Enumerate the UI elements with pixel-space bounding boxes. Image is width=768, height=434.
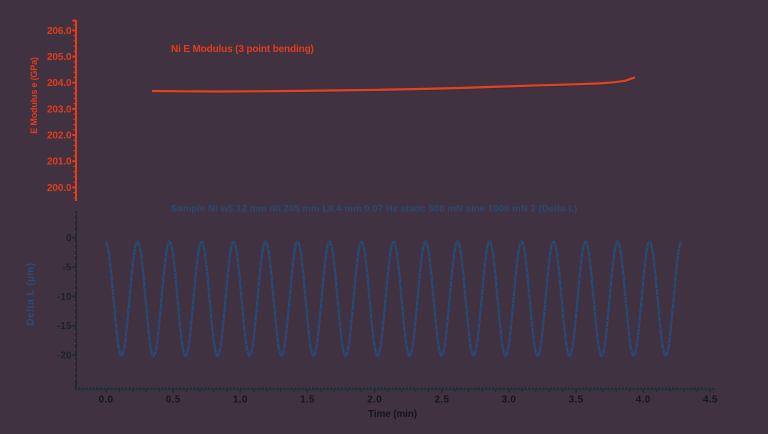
svg-text:-5: -5 (63, 263, 72, 274)
svg-text:3.5: 3.5 (569, 395, 584, 406)
svg-text:0.0: 0.0 (99, 395, 114, 406)
svg-text:4.0: 4.0 (636, 395, 651, 406)
svg-text:202.0: 202.0 (47, 130, 72, 141)
svg-text:3.0: 3.0 (501, 395, 516, 406)
svg-text:-10: -10 (57, 292, 72, 303)
svg-text:2.0: 2.0 (367, 395, 382, 406)
svg-text:205.0: 205.0 (47, 52, 72, 63)
svg-text:Sample Ni w5.12 mm d0.205 mm L: Sample Ni w5.12 mm d0.205 mm L8.4 mm 0.0… (171, 204, 577, 215)
svg-text:Time (min): Time (min) (368, 409, 417, 420)
svg-text:2.5: 2.5 (434, 395, 449, 406)
svg-text:E Modulus e (GPa): E Modulus e (GPa) (29, 57, 39, 134)
svg-text:1.5: 1.5 (300, 395, 315, 406)
svg-text:-15: -15 (57, 321, 72, 332)
svg-text:204.0: 204.0 (47, 78, 72, 89)
svg-text:203.0: 203.0 (47, 104, 72, 115)
svg-text:201.0: 201.0 (47, 157, 72, 168)
svg-text:Delta L (µm): Delta L (µm) (26, 262, 37, 325)
svg-text:200.0: 200.0 (47, 183, 72, 194)
svg-text:0.5: 0.5 (166, 395, 181, 406)
svg-text:0: 0 (66, 233, 72, 244)
svg-text:206.0: 206.0 (47, 26, 72, 37)
svg-text:4.5: 4.5 (703, 395, 718, 406)
svg-text:-20: -20 (57, 351, 72, 362)
svg-text:1.0: 1.0 (233, 395, 248, 406)
svg-text:Ni E Modulus (3 point bending): Ni E Modulus (3 point bending) (171, 44, 314, 55)
